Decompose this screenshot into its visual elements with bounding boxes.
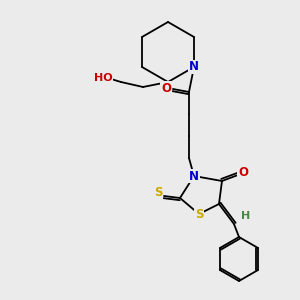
Text: N: N	[189, 61, 199, 74]
Text: HO: HO	[94, 73, 112, 83]
Text: N: N	[189, 169, 199, 182]
Text: S: S	[195, 208, 203, 221]
Text: H: H	[242, 211, 250, 221]
Text: S: S	[154, 185, 162, 199]
Text: O: O	[238, 166, 248, 178]
Text: O: O	[161, 82, 171, 94]
